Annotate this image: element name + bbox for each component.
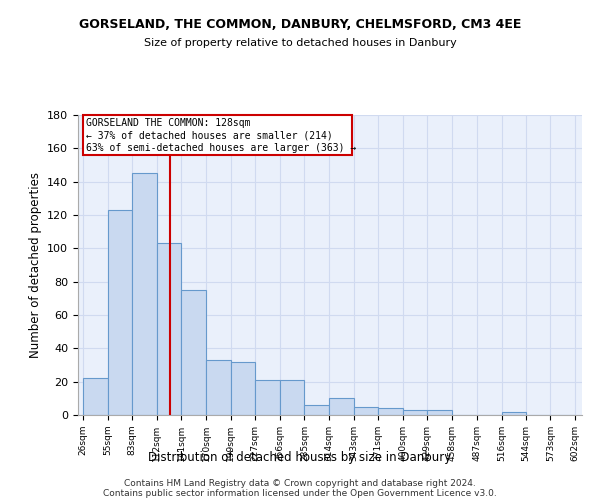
Bar <box>132 174 157 415</box>
Bar <box>304 405 329 415</box>
Bar <box>108 210 132 415</box>
Text: Distribution of detached houses by size in Danbury: Distribution of detached houses by size … <box>148 451 452 464</box>
Bar <box>231 362 255 415</box>
Bar <box>427 410 452 415</box>
Bar <box>157 244 181 415</box>
Text: GORSELAND, THE COMMON, DANBURY, CHELMSFORD, CM3 4EE: GORSELAND, THE COMMON, DANBURY, CHELMSFO… <box>79 18 521 30</box>
Bar <box>502 412 526 415</box>
Bar <box>329 398 354 415</box>
Bar <box>280 380 304 415</box>
Text: 63% of semi-detached houses are larger (363) →: 63% of semi-detached houses are larger (… <box>86 144 356 154</box>
Text: Size of property relative to detached houses in Danbury: Size of property relative to detached ho… <box>143 38 457 48</box>
Text: GORSELAND THE COMMON: 128sqm: GORSELAND THE COMMON: 128sqm <box>86 118 250 128</box>
Bar <box>255 380 280 415</box>
Bar <box>378 408 403 415</box>
Bar <box>206 360 231 415</box>
Text: Contains HM Land Registry data © Crown copyright and database right 2024.: Contains HM Land Registry data © Crown c… <box>124 478 476 488</box>
Bar <box>403 410 427 415</box>
Y-axis label: Number of detached properties: Number of detached properties <box>29 172 41 358</box>
Bar <box>83 378 108 415</box>
Bar <box>181 290 206 415</box>
Text: ← 37% of detached houses are smaller (214): ← 37% of detached houses are smaller (21… <box>86 130 332 140</box>
Bar <box>354 406 378 415</box>
FancyBboxPatch shape <box>83 115 352 155</box>
Text: Contains public sector information licensed under the Open Government Licence v3: Contains public sector information licen… <box>103 488 497 498</box>
